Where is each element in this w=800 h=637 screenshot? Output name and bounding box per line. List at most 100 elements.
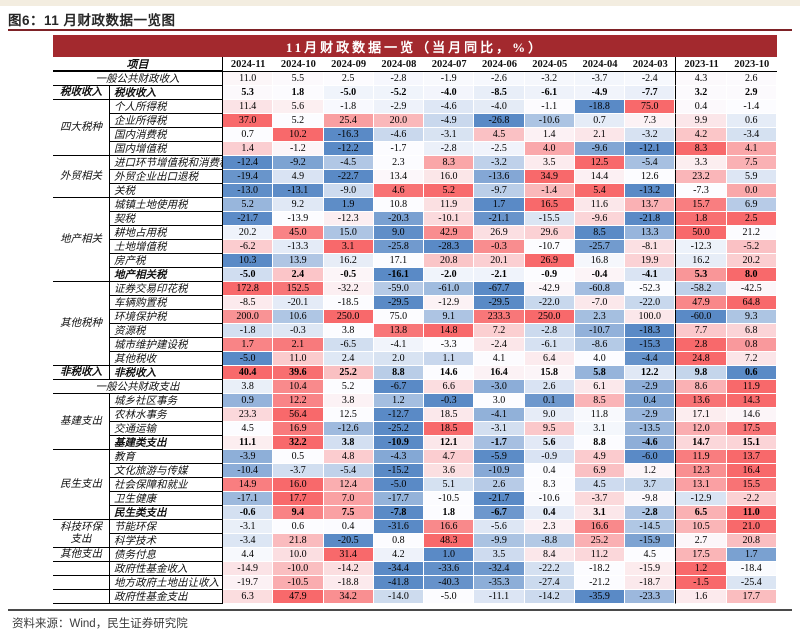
value-cell: 13.4: [373, 170, 425, 184]
value-cell: 1.9: [323, 198, 374, 212]
value-cell: 7.5: [726, 156, 777, 170]
value-cell: 13.8: [373, 324, 425, 338]
value-cell: -3.9: [223, 450, 274, 464]
row-values: 11.0 5.5 2.5 -2.8 -1.9 -2.6 -3.2 -3.7 -2.4 4.3 2.6: [223, 72, 777, 86]
value-cell: 250.0: [323, 310, 374, 324]
value-cell: -15.5: [524, 212, 575, 226]
row-group: 非税收入 非税收入 40.4 39.6 25.2 8.8 14.6 16.4 15.8 5.8 12…: [53, 366, 777, 380]
value-cell: -7.7: [625, 86, 676, 100]
value-cell: 11.0: [726, 506, 777, 520]
row-label: 耕地占用税: [110, 226, 223, 240]
row-values: -5.0 2.4 -0.5 -16.1 -2.0 -2.1 -0.9 -0.4 -4.1 5.3 8…: [223, 268, 777, 282]
value-cell: 152.5: [273, 282, 324, 296]
value-cell: 4.7: [424, 450, 475, 464]
value-cell: -9.6: [574, 212, 626, 226]
value-cell: 1.7: [726, 548, 777, 562]
value-cell: -40.3: [424, 576, 475, 590]
value-cell: 34.9: [524, 170, 575, 184]
value-cell: 12.2: [625, 366, 676, 380]
value-cell: 4.2: [675, 128, 727, 142]
row-label: 城市维护建设税: [110, 338, 223, 352]
row-group: 一般公共财政收入 11.0 5.5 2.5 -2.8 -1.9 -2.6 -3.2 -3.7 -2…: [53, 72, 777, 86]
row-label: 社会保障和就业: [110, 478, 223, 492]
value-cell: -2.5: [474, 142, 525, 156]
table-row: 资源税 -1.8 -0.3 3.8 13.8 14.8 7.2 -2.8 -10.7 -18.3 7…: [110, 324, 777, 338]
value-cell: 3.1: [574, 506, 626, 520]
row-values: -10.4 -3.7 -5.4 -15.2 3.6 -10.9 0.4 6.9 1.2 12.3 1…: [223, 464, 777, 478]
group-label: 非税收入: [53, 366, 110, 380]
value-cell: 4.0: [524, 142, 575, 156]
value-cell: -1.7: [474, 436, 525, 450]
value-cell: 200.0: [223, 310, 274, 324]
row-label: 契税: [110, 212, 223, 226]
value-cell: 11.9: [726, 380, 777, 394]
value-cell: -27.4: [524, 576, 575, 590]
value-cell: -6.1: [524, 86, 575, 100]
row-values: -19.4 4.9 -22.7 13.4 16.0 -13.6 34.9 14.4 12.6 23…: [223, 170, 777, 184]
value-cell: -14.9: [223, 562, 274, 576]
value-cell: 6.9: [574, 464, 626, 478]
value-cell: 7.7: [675, 324, 727, 338]
value-cell: -5.2: [726, 240, 777, 254]
value-cell: -10.5: [424, 492, 475, 506]
value-cell: -10.5: [273, 576, 324, 590]
row-label: 证券交易印花税: [110, 282, 223, 296]
value-cell: 14.6: [726, 408, 777, 422]
value-cell: -5.6: [474, 520, 525, 534]
value-cell: 0.7: [574, 114, 626, 128]
value-cell: 5.2: [273, 114, 324, 128]
value-cell: 20.2: [223, 226, 274, 240]
row-values: 4.4 10.0 31.4 4.2 1.0 3.5 8.4 11.2 4.5 17.5 1.7: [223, 548, 777, 562]
table-row: 政府性基金支出 6.3 47.9 34.2 -14.0 -5.0 -11.1 -14.2 -35…: [110, 590, 777, 604]
value-cell: 47.9: [675, 296, 727, 310]
value-cell: -8.5: [223, 296, 274, 310]
value-cell: 6.3: [223, 590, 274, 604]
row-group: 税收收入 税收收入 5.3 1.8 -5.0 -5.2 -4.0 -8.5 -6.1 -4.9 -7…: [53, 86, 777, 100]
value-cell: -5.4: [323, 464, 374, 478]
row-values: 1.4 -1.2 -12.2 -1.7 -2.8 -2.5 4.0 -9.6 -12.1 8.3 4…: [223, 142, 777, 156]
value-cell: 5.2: [323, 380, 374, 394]
value-cell: -5.2: [373, 86, 425, 100]
value-cell: 17.5: [726, 422, 777, 436]
value-cell: 13.1: [675, 478, 727, 492]
table-row: 车辆购置税 -8.5 -20.1 -18.5 -29.5 -12.9 -29.5 -22.0-…: [110, 296, 777, 310]
value-cell: -1.8: [223, 324, 274, 338]
value-cell: -4.5: [323, 156, 374, 170]
value-cell: -19.4: [223, 170, 274, 184]
row-label: 地方政府土地出让收入: [110, 576, 223, 590]
value-cell: 14.6: [424, 366, 475, 380]
value-cell: -22.7: [323, 170, 374, 184]
value-cell: -34.4: [373, 562, 425, 576]
value-cell: 25.4: [323, 114, 374, 128]
table-row: 土地增值税 -6.2 -13.3 3.1 -25.8 -28.3 -0.3 -10.7 -25.…: [110, 240, 777, 254]
row-label: 外贸企业出口退税: [110, 170, 223, 184]
value-cell: -5.0: [223, 268, 274, 282]
value-cell: -6.5: [323, 338, 374, 352]
value-cell: 100.0: [625, 310, 676, 324]
value-cell: 9.5: [524, 422, 575, 436]
value-cell: 47.9: [273, 590, 324, 604]
value-cell: -13.2: [625, 184, 676, 198]
value-cell: -4.6: [373, 128, 425, 142]
value-cell: -18.4: [726, 562, 777, 576]
row-group: 政府性基金支出 6.3 47.9 34.2 -14.0 -5.0 -11.1 -14.2 -35…: [53, 590, 777, 604]
footer-divider-rule: [8, 609, 792, 611]
value-cell: 5.6: [273, 100, 324, 114]
value-cell: 3.5: [474, 548, 525, 562]
value-cell: -3.1: [223, 520, 274, 534]
value-cell: -60.8: [574, 282, 626, 296]
table-row: 基建类支出 11.1 32.2 3.8 -10.9 12.1 -1.7 5.6 8.8 -4.6 1…: [110, 436, 777, 450]
value-cell: 23.3: [223, 408, 274, 422]
value-cell: -0.3: [474, 240, 525, 254]
source-note: 资料来源：Wind，民生证券研究院: [12, 618, 188, 630]
value-cell: -1.4: [726, 100, 777, 114]
value-cell: -16.1: [373, 268, 425, 282]
value-cell: -0.9: [524, 268, 575, 282]
value-cell: 45.0: [273, 226, 324, 240]
value-cell: -11.1: [474, 590, 525, 604]
value-cell: -12.9: [424, 296, 475, 310]
value-cell: 6.5: [675, 506, 727, 520]
value-cell: -2.8: [625, 506, 676, 520]
value-cell: -4.1: [625, 268, 676, 282]
value-cell: -13.9: [273, 212, 324, 226]
